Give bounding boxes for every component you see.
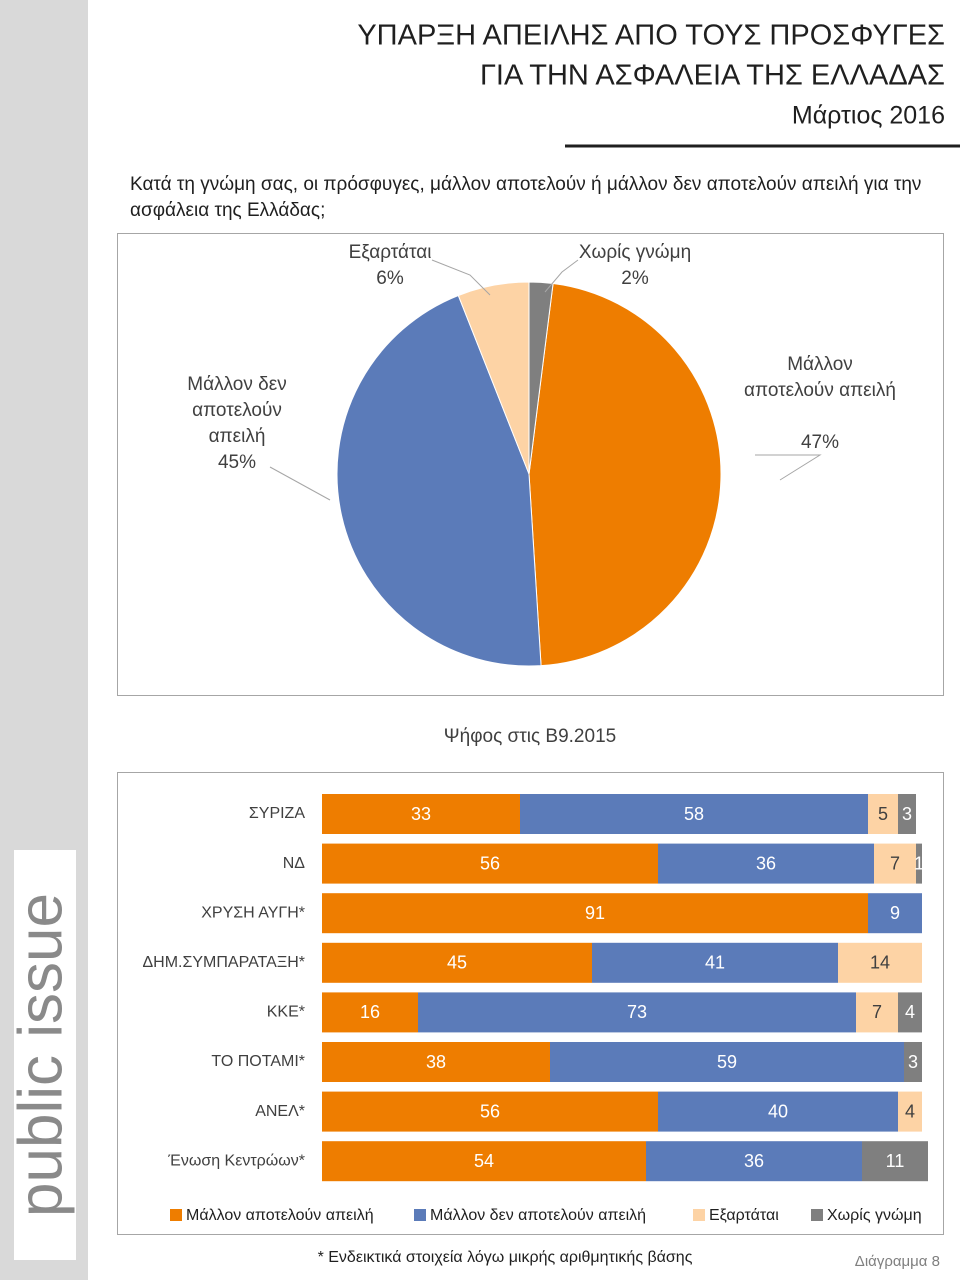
bar-title: Ψήφος στις Β9.2015 [444, 726, 616, 747]
category-label: ΔΗΜ.ΣΥΜΠΑΡΑΤΑΞΗ* [142, 954, 305, 971]
bar-segment [322, 1042, 550, 1082]
category-label: ΑΝΕΛ* [255, 1103, 305, 1120]
legend-label: Εξαρτάται [709, 1207, 779, 1224]
pie-value-label: 47% [800, 432, 840, 453]
data-label: 59 [717, 1052, 737, 1072]
bar-segment [592, 942, 838, 983]
data-label: 73 [627, 1002, 647, 1022]
legend-swatch [414, 1209, 426, 1221]
page-number: Διάγραμμα 8 [855, 1253, 940, 1270]
bar-segment [520, 794, 868, 834]
legend-label: Μάλλον αποτελούν απειλή [186, 1207, 374, 1224]
bar-segment [322, 843, 658, 884]
pie-label: Εξαρτάται [348, 242, 432, 263]
data-label: 3 [908, 1052, 918, 1072]
pie-value-label: 45% [217, 452, 257, 473]
data-label: 11 [886, 1151, 905, 1171]
pie-label: Μάλλον αποτελούν απειλή [744, 354, 896, 401]
data-label: 41 [705, 953, 725, 973]
bar-segment [322, 893, 868, 934]
pie-slice [528, 281, 554, 475]
category-label: ΧΡΥΣΗ ΑΥΓΗ* [201, 904, 305, 921]
data-label: 56 [480, 1101, 500, 1121]
bar-segment [874, 843, 916, 884]
data-label: 5 [878, 804, 888, 824]
data-label: 3 [902, 804, 912, 824]
legend-swatch [693, 1209, 705, 1221]
data-label: 4 [905, 1002, 915, 1022]
pie-frame [117, 233, 944, 696]
data-label: 36 [744, 1151, 764, 1171]
brand: public issue [6, 893, 75, 1217]
bar-segment [322, 794, 520, 834]
bar-frame [117, 772, 944, 1235]
data-label: 14 [870, 953, 890, 973]
data-label: 91 [585, 903, 605, 923]
bar-segment [658, 843, 874, 884]
category-label: ΣΥΡΙΖΑ [249, 805, 305, 822]
bar-segment [868, 893, 922, 934]
data-label: 58 [684, 804, 704, 824]
category-label: ΚΚΕ* [267, 1004, 305, 1021]
bar-segment [898, 992, 922, 1033]
page-title: ΥΠΑΡΞΗ ΑΠΕΙΛΗΣ ΑΠΟ ΤΟΥΣ ΠΡΟΣΦΥΓΕΣ [357, 20, 945, 52]
bar-segment [862, 1141, 928, 1182]
category-label: Ένωση Κεντρώων* [167, 1152, 305, 1169]
bar-segment [658, 1091, 898, 1132]
bar-segment [322, 1091, 658, 1132]
legend-swatch [811, 1209, 823, 1221]
data-label: 40 [768, 1101, 788, 1121]
data-label: 7 [890, 853, 900, 873]
bar-segment [868, 794, 898, 834]
legend-label: Χωρίς γνώμη [827, 1207, 922, 1224]
bar-segment [550, 1042, 904, 1082]
data-label: 45 [447, 953, 467, 973]
bar-segment [646, 1141, 862, 1182]
pie-slice [528, 282, 722, 667]
data-label: 7 [872, 1002, 882, 1022]
leader-line [431, 259, 491, 296]
bar-segment [856, 992, 898, 1033]
leader-line [269, 466, 331, 501]
leader-line [755, 454, 822, 481]
bar-segment [904, 1042, 922, 1082]
data-label: 56 [480, 853, 500, 873]
data-label: 1 [914, 853, 924, 873]
page-title: ΓΙΑ ΤΗΝ ΑΣΦΑΛΕΙΑ ΤΗΣ ΕΛΛΑΔΑΣ [480, 60, 945, 92]
data-label: 36 [756, 853, 776, 873]
bar-segment [322, 1141, 646, 1182]
data-label: 33 [411, 804, 431, 824]
bar-segment [322, 942, 592, 983]
bar-segment [898, 794, 916, 834]
data-label: 16 [360, 1002, 380, 1022]
leader-line [544, 259, 579, 293]
pie-label: Μάλλον δεν αποτελούν απειλή [187, 374, 287, 447]
bar-segment [418, 992, 856, 1033]
pie-label: Χωρίς γνώμη [578, 242, 692, 263]
data-label: 38 [426, 1052, 446, 1072]
data-label: 54 [474, 1151, 494, 1171]
bar-segment [838, 942, 922, 983]
bar-segment [916, 843, 922, 884]
legend-swatch [170, 1209, 182, 1221]
pie-title: Κατά τη γνώμη σας, οι πρόσφυγες, μάλλον … [130, 174, 922, 221]
pie-slice [336, 294, 542, 667]
pie-value-label: 2% [621, 268, 649, 289]
bar-segment [898, 1091, 922, 1132]
bar-segment [322, 992, 418, 1033]
data-label: 4 [905, 1101, 915, 1121]
data-label: 9 [890, 903, 900, 923]
pie-value-label: 6% [376, 268, 404, 289]
brand-box [14, 850, 76, 1260]
legend-label: Μάλλον δεν αποτελούν απειλή [430, 1207, 646, 1224]
category-label: ΤΟ ΠΟΤΑΜΙ* [211, 1053, 305, 1070]
footnote: * Ενδεικτικά στοιχεία λόγω μικρής αριθμη… [318, 1249, 693, 1266]
category-label: ΝΔ [283, 855, 306, 872]
page-date: Μάρτιος 2016 [792, 102, 945, 130]
